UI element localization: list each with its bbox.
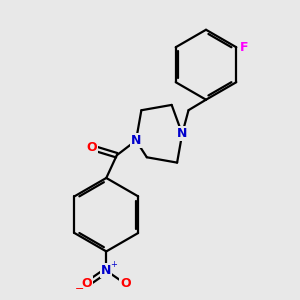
Text: N: N [101,264,112,277]
Text: +: + [110,260,117,269]
Text: O: O [120,278,131,290]
Text: F: F [240,41,248,54]
Text: O: O [82,278,92,290]
Text: −: − [75,284,84,294]
Text: N: N [131,134,141,147]
Text: O: O [86,141,97,154]
Text: N: N [177,127,188,140]
